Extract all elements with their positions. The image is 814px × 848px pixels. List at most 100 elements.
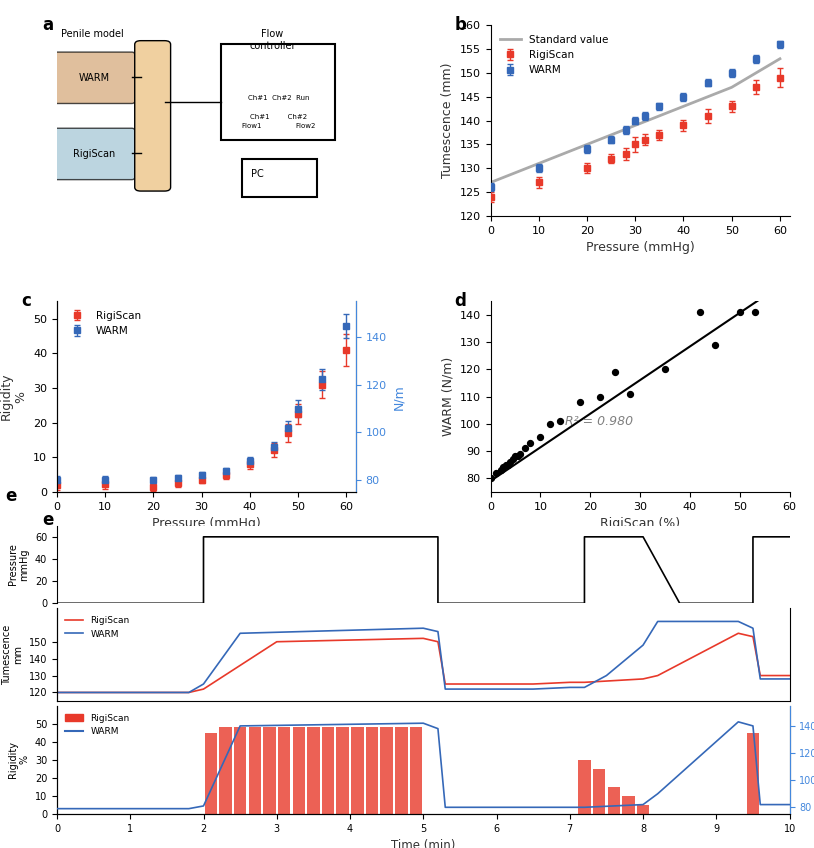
FancyBboxPatch shape	[54, 52, 135, 103]
Bar	[578, 760, 591, 814]
WARM	[755, 674, 765, 684]
Standard value	[654, 111, 664, 121]
RigiScan	[580, 678, 589, 688]
X-axis label: RigiScan (%): RigiScan (%)	[600, 517, 681, 530]
Point	[624, 388, 637, 401]
Point	[504, 455, 517, 469]
RigiScan	[755, 671, 765, 681]
Text: Ch#1  Ch#2  Run: Ch#1 Ch#2 Run	[247, 95, 309, 101]
Bar	[380, 728, 393, 814]
Standard value	[630, 120, 640, 131]
Text: WARM: WARM	[79, 73, 110, 83]
Point	[509, 449, 522, 463]
X-axis label: Time (min): Time (min)	[391, 840, 456, 848]
WARM	[602, 671, 611, 681]
Point	[534, 431, 547, 444]
RigiScan	[565, 678, 575, 688]
Y-axis label: WARM (N/m): WARM (N/m)	[441, 357, 454, 436]
Bar	[221, 44, 335, 140]
WARM	[52, 688, 62, 698]
WARM	[733, 616, 743, 627]
Y-axis label: Rigidity
%: Rigidity %	[0, 373, 28, 421]
Line: Standard value: Standard value	[491, 59, 780, 182]
Bar	[336, 728, 349, 814]
Bar	[365, 728, 379, 814]
RigiScan	[653, 671, 663, 681]
Point	[708, 338, 721, 352]
WARM	[565, 683, 575, 693]
Text: e: e	[6, 487, 17, 505]
Standard value	[486, 177, 496, 187]
Point	[514, 447, 527, 460]
Standard value	[775, 53, 785, 64]
Point	[497, 460, 510, 474]
Line: WARM: WARM	[57, 622, 790, 693]
RigiScan	[272, 637, 282, 647]
WARM	[785, 674, 794, 684]
RigiScan	[733, 628, 743, 639]
Text: RigiScan: RigiScan	[73, 149, 116, 159]
WARM	[440, 684, 450, 695]
Legend: RigiScan, WARM: RigiScan, WARM	[62, 612, 133, 642]
Text: R² = 0.980: R² = 0.980	[565, 416, 633, 428]
Standard value	[751, 68, 761, 78]
RigiScan	[440, 679, 450, 689]
Point	[519, 442, 532, 455]
WARM	[235, 628, 245, 639]
Bar	[395, 728, 408, 814]
Bar	[292, 728, 305, 814]
RigiScan	[52, 688, 62, 698]
Standard value	[558, 149, 568, 159]
Standard value	[582, 139, 592, 149]
Standard value	[702, 92, 712, 102]
Text: Flow1: Flow1	[241, 123, 261, 130]
Bar	[204, 733, 217, 814]
X-axis label: Pressure (mmHg): Pressure (mmHg)	[152, 517, 260, 530]
Point	[501, 458, 514, 471]
Point	[694, 305, 707, 319]
Standard value	[534, 159, 544, 169]
Bar	[219, 728, 232, 814]
Bar	[351, 728, 364, 814]
Line: RigiScan: RigiScan	[57, 633, 790, 693]
WARM	[199, 679, 208, 689]
Bar	[278, 728, 291, 814]
FancyBboxPatch shape	[135, 41, 171, 191]
FancyBboxPatch shape	[54, 128, 135, 180]
Y-axis label: Tumescence (mm): Tumescence (mm)	[441, 63, 454, 178]
Point	[733, 305, 746, 319]
Point	[506, 453, 519, 466]
Text: Ch#1        Ch#2: Ch#1 Ch#2	[250, 114, 307, 120]
Text: Penile model: Penile model	[62, 29, 125, 39]
Point	[609, 365, 622, 379]
Bar	[248, 728, 261, 814]
Text: Flow
controller: Flow controller	[249, 29, 295, 51]
Text: d: d	[455, 292, 466, 310]
Text: c: c	[21, 292, 31, 310]
Y-axis label: Pressure
mmHg: Pressure mmHg	[7, 544, 29, 585]
Point	[484, 471, 497, 485]
Bar	[637, 805, 650, 814]
Bar	[307, 728, 320, 814]
Y-axis label: N/m: N/m	[392, 384, 405, 410]
RigiScan	[638, 674, 648, 684]
Bar	[607, 787, 620, 814]
Point	[489, 466, 502, 480]
RigiScan	[785, 671, 794, 681]
Standard value	[679, 101, 689, 111]
WARM	[433, 627, 443, 637]
Bar	[746, 733, 759, 814]
Text: Flow2: Flow2	[295, 123, 315, 130]
Text: e: e	[42, 511, 54, 529]
WARM	[653, 616, 663, 627]
Standard value	[510, 168, 519, 178]
Point	[593, 390, 606, 404]
RigiScan	[528, 679, 538, 689]
WARM	[184, 688, 194, 698]
WARM	[528, 684, 538, 695]
Point	[511, 449, 524, 463]
Y-axis label: Tumescence
mm: Tumescence mm	[2, 624, 24, 684]
RigiScan	[199, 684, 208, 695]
Bar	[622, 796, 635, 814]
Bar	[409, 728, 422, 814]
